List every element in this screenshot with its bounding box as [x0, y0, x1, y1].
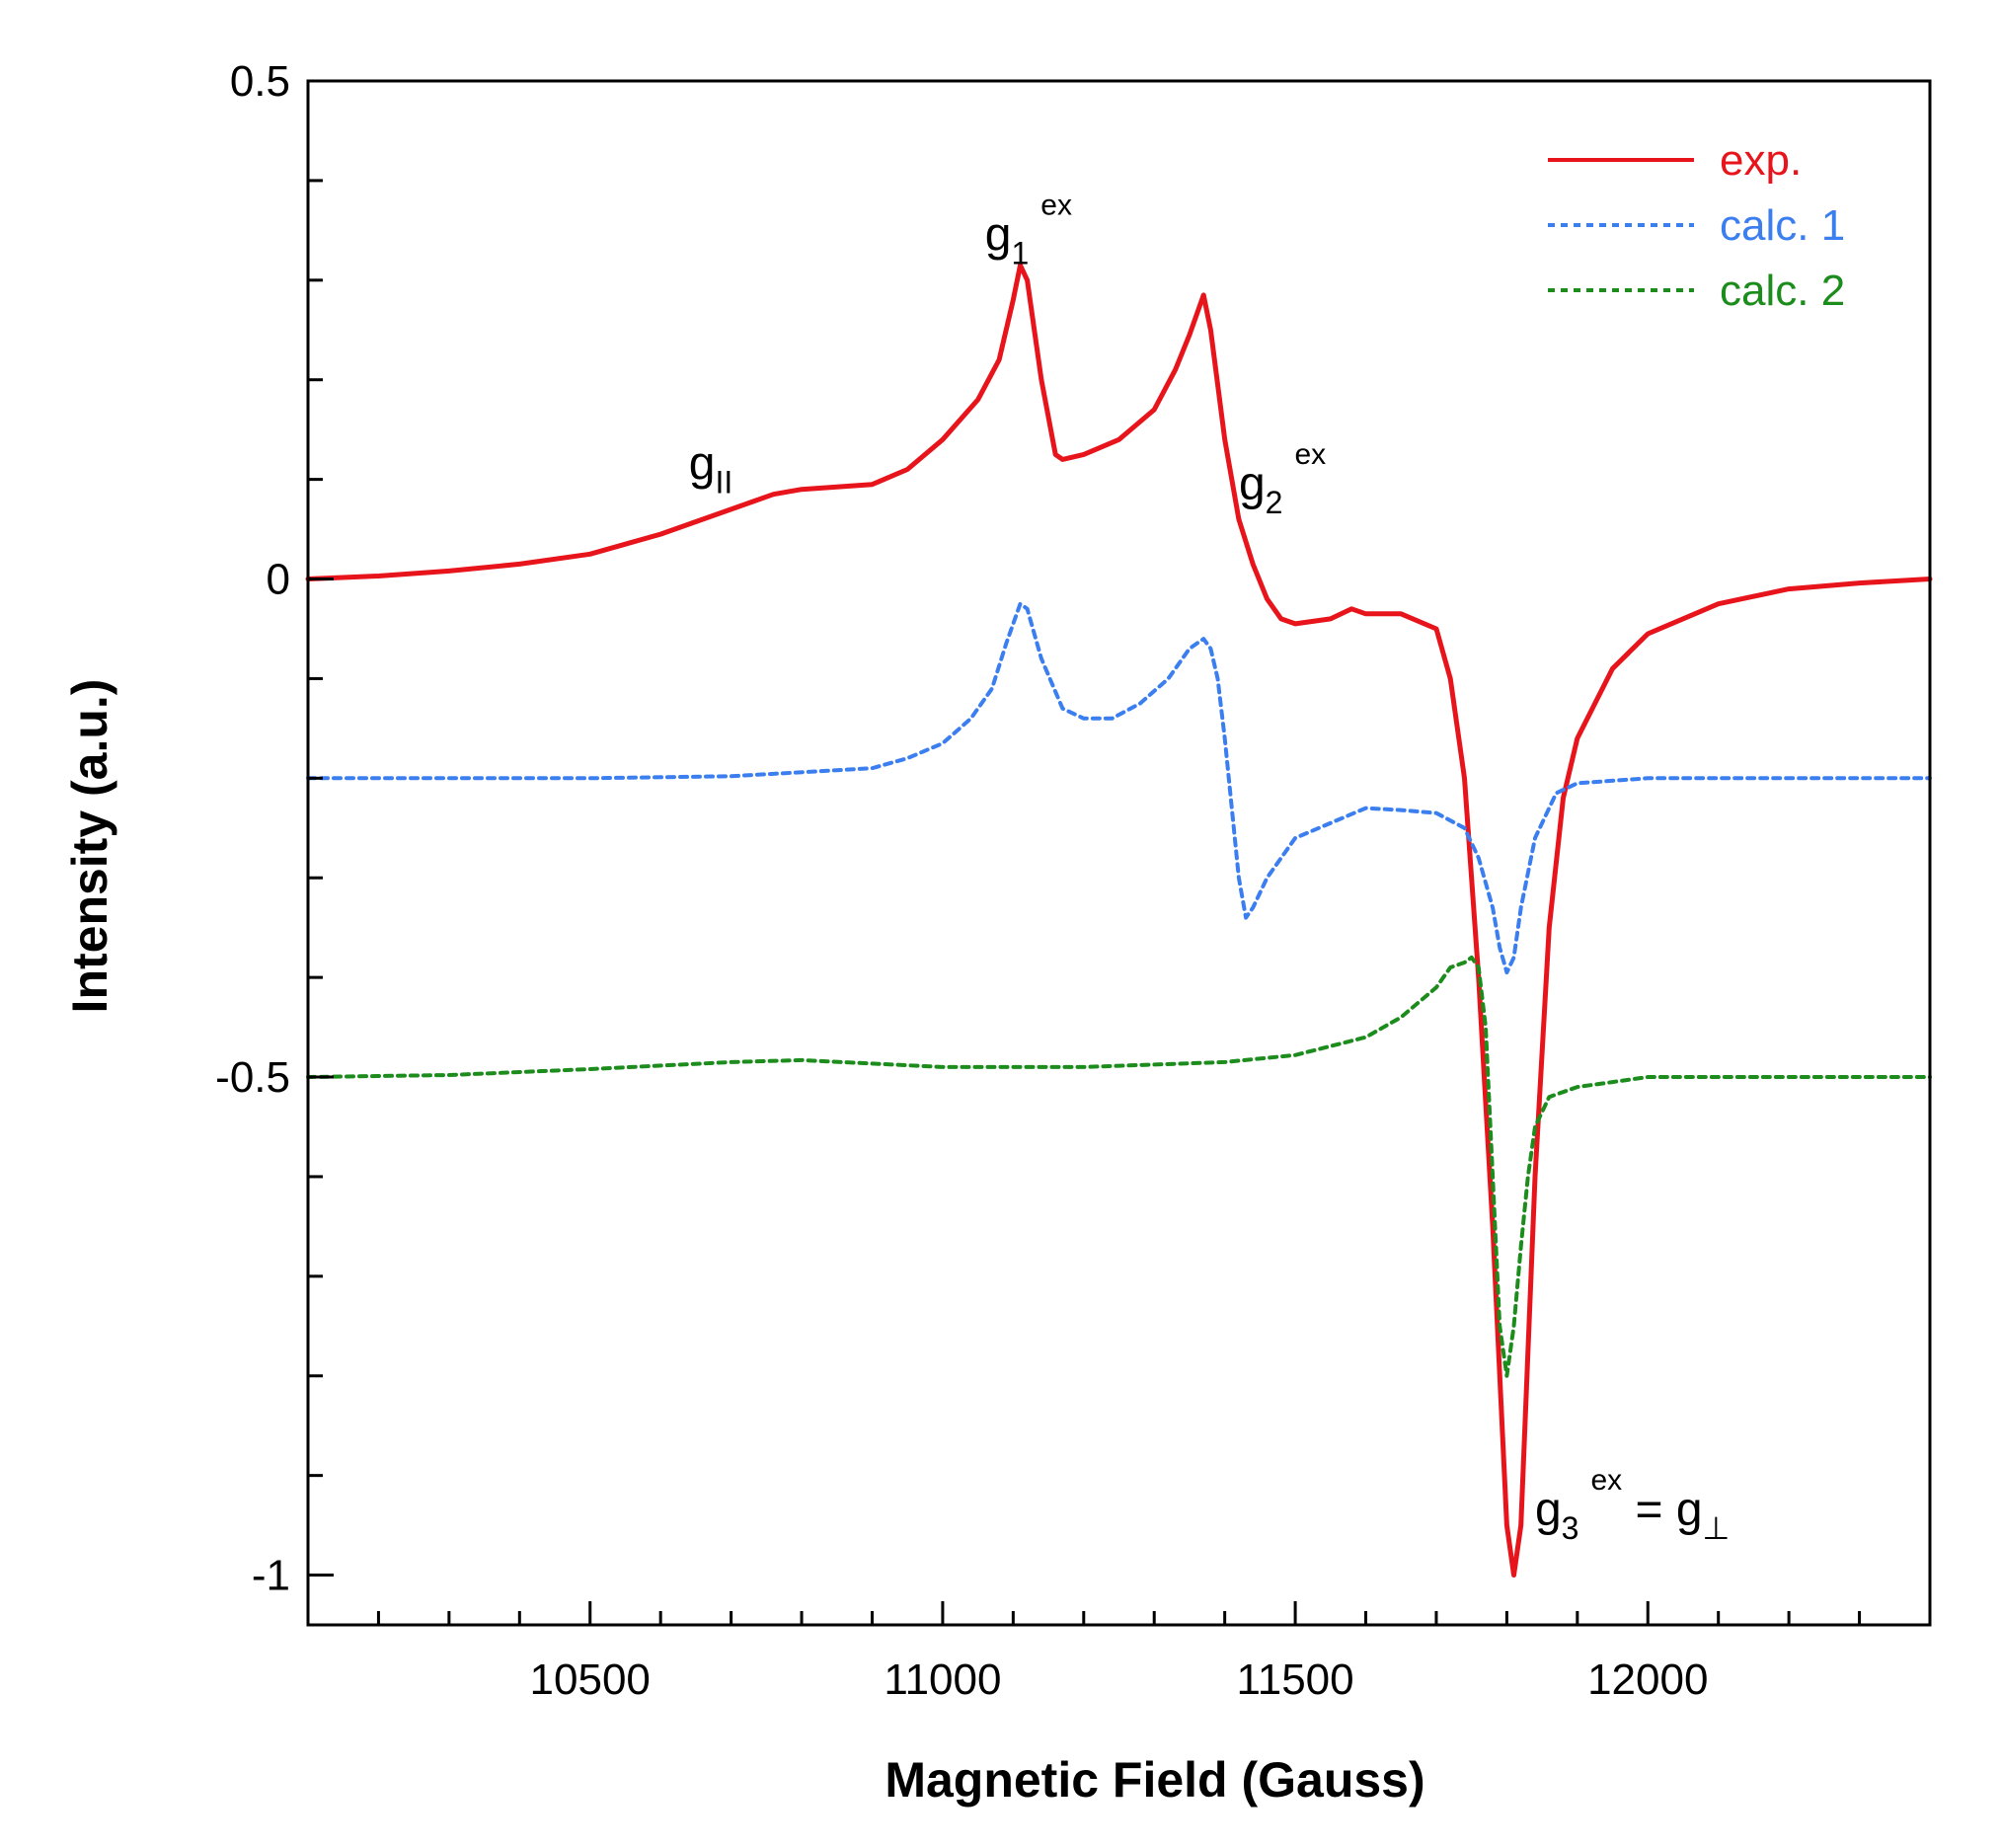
- legend: exp. calc. 1 calc. 2: [1548, 136, 1845, 315]
- x-tick-label: 12000: [1587, 1656, 1708, 1704]
- y-tick-label: 0.5: [230, 57, 290, 106]
- annotation-text: gII: [689, 438, 732, 500]
- annotation-g3-ex-equals-g-perp: g3ex = g⊥: [1535, 1464, 1730, 1546]
- plot-frame: [306, 79, 1932, 1627]
- annotation-g1-ex: g1ex: [985, 190, 1072, 271]
- y-tick-label: -1: [252, 1552, 290, 1600]
- series-line-exp: [305, 263, 1933, 1578]
- series-layer: [305, 263, 1933, 1578]
- y-tick-label: 0: [267, 556, 290, 604]
- annotation-text: g3ex = g⊥: [1535, 1464, 1730, 1546]
- y-axis-title: Intensity (a.u.): [62, 679, 117, 1014]
- annotation-g-parallel: gII: [689, 438, 732, 500]
- x-axis-title: Magnetic Field (Gauss): [885, 1752, 1424, 1808]
- annotation-layer: gII g1ex g2ex g3ex = g⊥: [689, 190, 1731, 1547]
- annotation-text: g2ex: [1239, 438, 1326, 520]
- annotation-text: g1ex: [985, 190, 1072, 271]
- x-tick-label: 10500: [530, 1656, 651, 1704]
- axes-layer: 10500 11000 11500 12000 0.5 0 -0.5 -1: [215, 57, 1932, 1704]
- legend-label: exp.: [1720, 136, 1802, 185]
- annotation-g2-ex: g2ex: [1239, 438, 1326, 520]
- series-line-calc-2: [306, 955, 1932, 1378]
- x-tick-label: 11500: [1237, 1656, 1354, 1704]
- y-tick-label: -0.5: [215, 1053, 290, 1102]
- series-line-calc-1: [306, 601, 1932, 975]
- legend-label: calc. 2: [1720, 267, 1845, 315]
- legend-label: calc. 1: [1720, 201, 1845, 250]
- x-tick-label: 11000: [884, 1656, 1001, 1704]
